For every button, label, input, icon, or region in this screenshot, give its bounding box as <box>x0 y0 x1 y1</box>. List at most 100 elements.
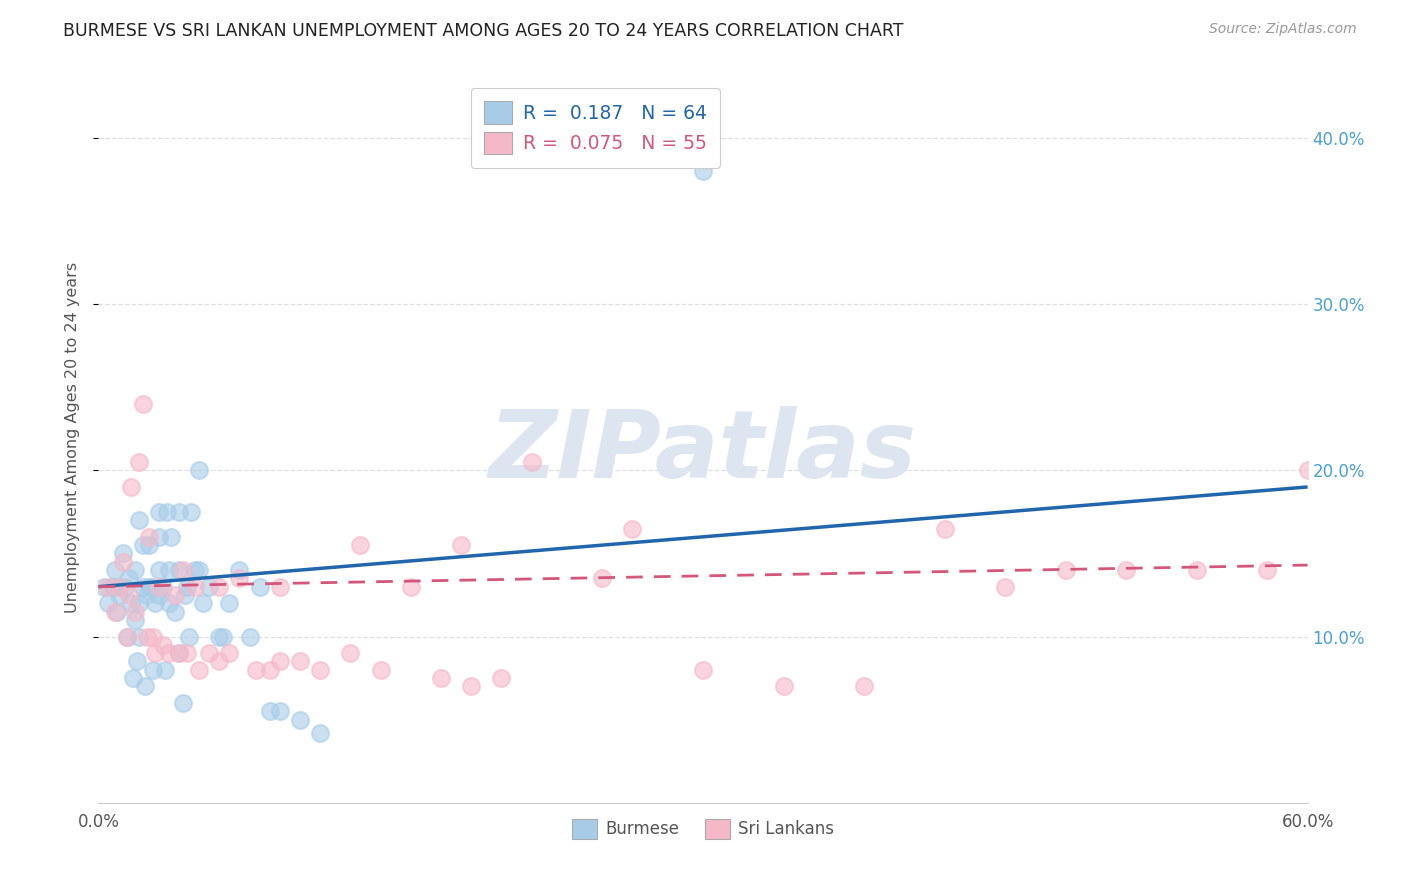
Point <box>135 630 157 644</box>
Point <box>179 630 201 644</box>
Point <box>132 538 155 552</box>
Point <box>208 630 231 644</box>
Point <box>128 596 150 610</box>
Point <box>692 164 714 178</box>
Point <box>103 563 125 577</box>
Point <box>138 530 160 544</box>
Point <box>218 596 240 610</box>
Point <box>118 588 141 602</box>
Point <box>118 571 141 585</box>
Point <box>103 605 125 619</box>
Point <box>121 671 143 685</box>
Point <box>399 580 422 594</box>
Point <box>269 580 291 594</box>
Point <box>772 680 794 694</box>
Point <box>101 580 124 594</box>
Point <box>160 530 183 544</box>
Legend: Burmese, Sri Lankans: Burmese, Sri Lankans <box>565 812 841 846</box>
Point <box>124 613 146 627</box>
Text: BURMESE VS SRI LANKAN UNEMPLOYMENT AMONG AGES 20 TO 24 YEARS CORRELATION CHART: BURMESE VS SRI LANKAN UNEMPLOYMENT AMONG… <box>63 22 904 40</box>
Point <box>97 580 120 594</box>
Point <box>115 630 138 644</box>
Point <box>97 596 120 610</box>
Point <box>148 580 170 594</box>
Point <box>128 455 150 469</box>
Point <box>156 505 179 519</box>
Point <box>288 713 311 727</box>
Point <box>309 663 332 677</box>
Point <box>148 588 170 602</box>
Point <box>180 505 202 519</box>
Point <box>1054 563 1077 577</box>
Point <box>167 646 190 660</box>
Point <box>107 588 129 602</box>
Point <box>157 596 180 610</box>
Point <box>107 580 129 594</box>
Point <box>124 563 146 577</box>
Point <box>249 580 271 594</box>
Point <box>430 671 453 685</box>
Point <box>188 563 211 577</box>
Point <box>163 605 186 619</box>
Point <box>125 655 148 669</box>
Text: ZIPatlas: ZIPatlas <box>489 406 917 498</box>
Point <box>188 463 211 477</box>
Point <box>172 563 194 577</box>
Point <box>167 646 190 660</box>
Point <box>111 546 134 560</box>
Point <box>193 596 215 610</box>
Point <box>124 605 146 619</box>
Point <box>259 663 281 677</box>
Point <box>450 538 472 552</box>
Point <box>259 705 281 719</box>
Point <box>591 571 613 585</box>
Point <box>174 588 197 602</box>
Point <box>176 580 198 594</box>
Point <box>491 671 513 685</box>
Point <box>218 646 240 660</box>
Point <box>148 505 170 519</box>
Point <box>621 521 644 535</box>
Point <box>105 605 128 619</box>
Point <box>132 580 155 594</box>
Point <box>172 696 194 710</box>
Point <box>120 480 142 494</box>
Point <box>228 571 250 585</box>
Point <box>1185 563 1208 577</box>
Point <box>269 655 291 669</box>
Point <box>520 455 543 469</box>
Point <box>152 580 174 594</box>
Point <box>142 663 165 677</box>
Point <box>228 563 250 577</box>
Point <box>138 538 160 552</box>
Point <box>208 655 231 669</box>
Point <box>339 646 361 660</box>
Point <box>143 646 166 660</box>
Text: Source: ZipAtlas.com: Source: ZipAtlas.com <box>1209 22 1357 37</box>
Point <box>288 655 311 669</box>
Point <box>120 596 142 610</box>
Point <box>198 580 221 594</box>
Point <box>212 630 235 644</box>
Point <box>157 646 180 660</box>
Point <box>111 555 134 569</box>
Point <box>107 580 129 594</box>
Point <box>1296 463 1319 477</box>
Point <box>139 580 162 594</box>
Point <box>93 580 115 594</box>
Point <box>239 630 262 644</box>
Point <box>184 563 207 577</box>
Point <box>143 596 166 610</box>
Point <box>167 563 190 577</box>
Point <box>370 663 392 677</box>
Point <box>460 680 482 694</box>
Point <box>1115 563 1137 577</box>
Point <box>132 397 155 411</box>
Point <box>157 563 180 577</box>
Point <box>128 513 150 527</box>
Point <box>208 580 231 594</box>
Point <box>128 630 150 644</box>
Point <box>245 663 267 677</box>
Point <box>184 580 207 594</box>
Point <box>1256 563 1278 577</box>
